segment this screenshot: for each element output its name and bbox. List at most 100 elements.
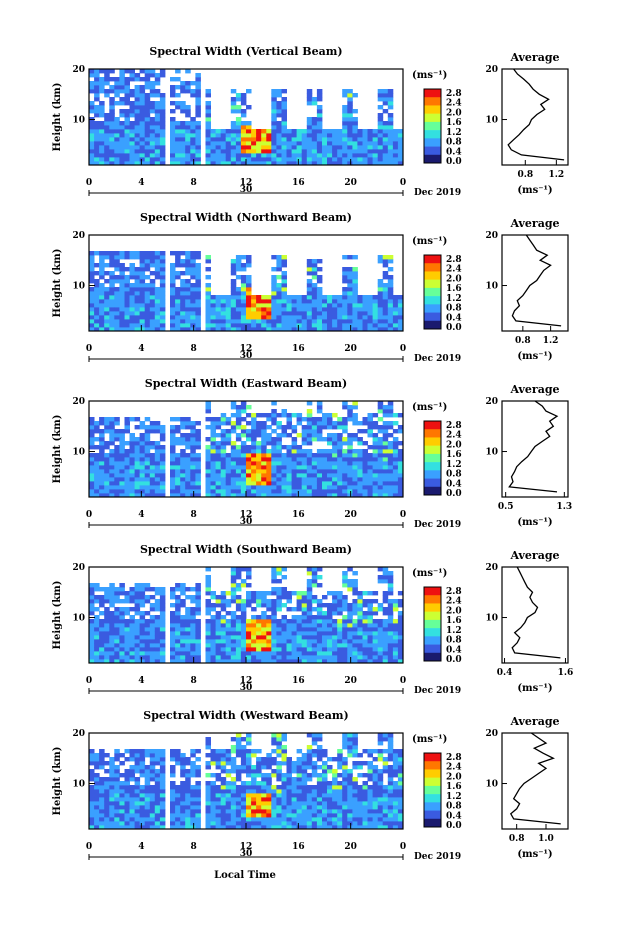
heatmap-cell	[362, 449, 368, 454]
heatmap-cell	[276, 777, 282, 782]
heatmap-cell	[291, 651, 298, 656]
heatmap-cell	[281, 327, 287, 332]
heatmap-cell	[240, 255, 247, 260]
heatmap-cell	[205, 453, 211, 458]
heatmap-cell	[225, 785, 232, 790]
heatmap-cell	[109, 137, 115, 142]
heatmap-cell	[347, 413, 353, 418]
heatmap-cell	[170, 315, 176, 320]
colorbar-swatch	[424, 619, 441, 629]
heatmap-cell	[154, 651, 161, 656]
heatmap-cell	[114, 311, 120, 316]
heatmap-cell	[180, 101, 186, 106]
heatmap-cell	[296, 785, 303, 790]
colorbar-swatch	[424, 296, 441, 305]
heatmap-cell	[114, 449, 120, 454]
heatmap-cell	[276, 327, 282, 332]
heatmap-cell	[190, 461, 196, 466]
heatmap-cell	[215, 809, 222, 814]
heatmap-cell	[347, 655, 353, 660]
heatmap-cell	[210, 801, 216, 806]
heatmap-cell	[230, 655, 237, 660]
heatmap-cell	[261, 327, 267, 332]
heatmap-cell	[109, 761, 115, 766]
heatmap-cell	[124, 295, 130, 300]
heatmap-cell	[109, 299, 115, 304]
heatmap-cell	[114, 825, 120, 830]
heatmap-cell	[159, 639, 166, 644]
heatmap-cell	[291, 821, 298, 826]
heatmap-cell	[392, 647, 399, 652]
heatmap-cell	[306, 611, 313, 616]
heatmap-cell	[327, 157, 333, 162]
heatmap-cell	[301, 295, 308, 300]
heatmap-cell	[392, 303, 399, 308]
heatmap-cell	[230, 441, 237, 446]
heatmap-cell	[144, 789, 151, 794]
heatmap-cell	[104, 781, 110, 786]
heatmap-cell	[337, 457, 343, 462]
heatmap-cell	[230, 89, 237, 94]
heatmap-cell	[306, 299, 313, 304]
heatmap-cell	[392, 489, 399, 494]
heatmap-cell	[337, 445, 343, 450]
heatmap-cell	[195, 611, 201, 616]
heatmap-cell	[387, 643, 394, 648]
heatmap-cell	[261, 805, 267, 810]
heatmap-cell	[246, 421, 252, 426]
heatmap-cell	[175, 821, 181, 826]
heatmap-cell	[286, 311, 292, 316]
heatmap-cell	[266, 469, 272, 474]
avg-x-tick-label: 1.2	[543, 336, 559, 346]
heatmap-cell	[159, 259, 166, 264]
heatmap-cell	[286, 789, 292, 794]
heatmap-cell	[210, 437, 216, 442]
heatmap-cell	[352, 255, 358, 260]
heatmap-cell	[332, 327, 338, 332]
heatmap-cell	[139, 603, 146, 608]
heatmap-cell	[134, 283, 141, 288]
heatmap-cell	[286, 295, 292, 300]
heatmap-cell	[129, 69, 135, 74]
heatmap-cell	[342, 449, 348, 454]
heatmap-cell	[154, 781, 161, 786]
heatmap-cells	[89, 251, 404, 332]
heatmap-cell	[311, 283, 318, 288]
heatmap-cell	[276, 433, 282, 438]
heatmap-cell	[235, 413, 242, 418]
heatmap-cell	[286, 651, 292, 656]
heatmap-cell	[154, 449, 161, 454]
heatmap-cell	[159, 303, 166, 308]
heatmap-cell	[246, 619, 252, 624]
heatmap-cell	[357, 651, 363, 656]
heatmap-cell	[134, 485, 141, 490]
heatmap-cell	[170, 161, 176, 166]
heatmap-cell	[175, 137, 181, 142]
heatmap-cell	[306, 283, 313, 288]
heatmap-cell	[154, 603, 161, 608]
heatmap-cell	[286, 413, 292, 418]
heatmap-cell	[129, 73, 135, 78]
heatmap-cell	[251, 457, 257, 462]
heatmap-cell	[372, 469, 379, 474]
heatmap-cell	[316, 153, 323, 158]
heatmap-cell	[154, 271, 161, 276]
heatmap-cell	[322, 651, 328, 656]
heatmap-cell	[89, 477, 95, 482]
heatmap-cell	[301, 425, 308, 430]
heatmap-cell	[311, 161, 318, 166]
heatmap-cell	[332, 623, 338, 628]
heatmap-cell	[119, 129, 125, 134]
heatmap-cell	[327, 651, 333, 656]
heatmap-cell	[170, 643, 176, 648]
heatmap-cell	[144, 425, 151, 430]
heatmap-cell	[382, 129, 389, 134]
heatmap-cell	[286, 643, 292, 648]
heatmap-cell	[210, 635, 216, 640]
heatmap-cell	[316, 145, 323, 150]
heatmap-cell	[195, 113, 201, 118]
heatmap-cell	[342, 461, 348, 466]
heatmap-cell	[387, 327, 394, 332]
heatmap-cell	[129, 255, 135, 260]
heatmap-cell	[195, 311, 201, 316]
